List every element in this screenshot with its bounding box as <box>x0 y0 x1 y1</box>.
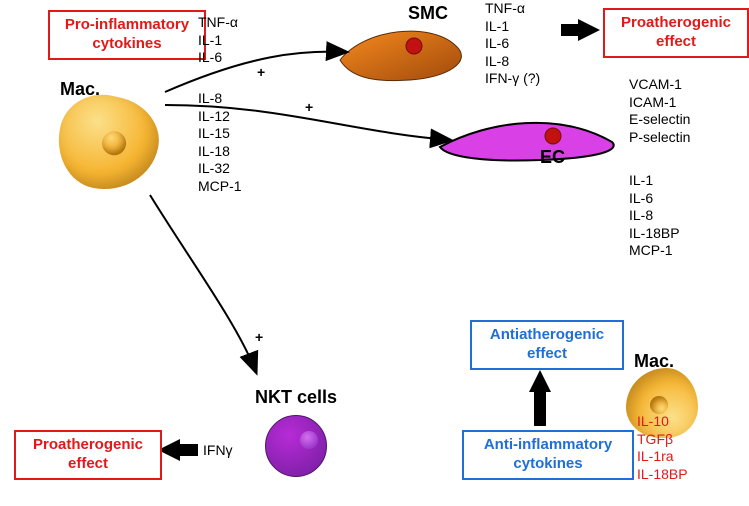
list-mac-mid: IL-8IL-12IL-15IL-18IL-32MCP-1 <box>198 90 242 195</box>
box-antiatherogenic-effect: Antiatherogeniceffect <box>470 320 624 370</box>
box-proatherogenic-effect-bottom: Proatherogeniceffect <box>14 430 162 480</box>
box-proath2-text: Proatherogeniceffect <box>33 436 143 472</box>
smc-cell <box>340 31 461 80</box>
box-antiath-text: Antiatherogeniceffect <box>490 326 604 362</box>
thick-arrow-nkt-proath <box>158 439 198 461</box>
label-mac-1: Mac. <box>60 80 100 99</box>
macrophage-1-nucleus <box>100 129 128 157</box>
label-smc: SMC <box>408 4 448 23</box>
thick-arrow-smc-proath <box>561 19 600 41</box>
list-smc: TNF-αIL-1IL-6IL-8IFN-γ (?) <box>485 0 540 88</box>
smc-nucleus <box>406 38 422 54</box>
macrophage-2-nucleus <box>650 396 668 414</box>
arrow-mac-to-nkt <box>150 195 256 372</box>
thick-arrow-anti-up <box>529 370 551 426</box>
list-mac-top: TNF-αIL-1IL-6 <box>198 14 238 67</box>
label-mac-2: Mac. <box>634 352 674 371</box>
ec-cell <box>440 123 614 161</box>
box-proath1-text: Proatherogeniceffect <box>621 14 731 50</box>
box-proatherogenic-effect-top: Proatherogeniceffect <box>603 8 749 58</box>
box-proinf-text: Pro-inflammatorycytokines <box>65 16 189 52</box>
box-antiinf-text: Anti-inflammatorycytokines <box>484 436 612 472</box>
plus-mark-2: + <box>305 100 313 115</box>
list-anti-inflammatory-cytokines: IL-10TGFβIL-1raIL-18BP <box>637 413 688 483</box>
box-proinflammatory-cytokines: Pro-inflammatorycytokines <box>48 10 206 60</box>
plus-mark-1: + <box>257 65 265 80</box>
list-ec-bottom: IL-1IL-6IL-8IL-18BPMCP-1 <box>629 172 680 260</box>
label-nkt: NKT cells <box>255 388 337 407</box>
ec-nucleus <box>545 128 561 144</box>
plus-mark-3: + <box>255 330 263 345</box>
list-ec-top: VCAM-1ICAM-1E-selectinP-selectin <box>629 76 690 146</box>
label-ec: EC <box>540 148 565 167</box>
label-ifng: IFNγ <box>203 442 233 460</box>
nkt-cell <box>265 415 327 477</box>
box-antiinflammatory-cytokines: Anti-inflammatorycytokines <box>462 430 634 480</box>
nkt-cell-nucleus <box>300 431 318 449</box>
